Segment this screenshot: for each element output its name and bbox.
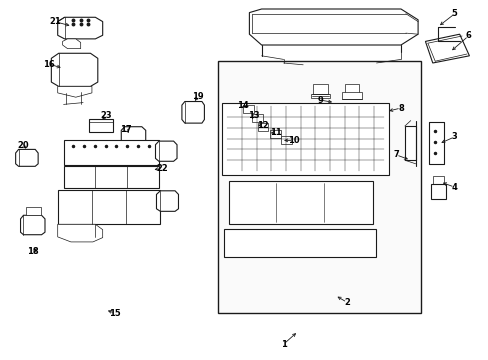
Text: 17: 17 (120, 125, 132, 134)
Text: 14: 14 (237, 100, 248, 109)
Bar (222, 103, 388, 175)
Text: 15: 15 (109, 309, 121, 318)
Polygon shape (312, 84, 327, 94)
Text: 6: 6 (465, 31, 470, 40)
Text: 7: 7 (392, 150, 398, 159)
Bar (404, 126, 415, 160)
Bar (63, 166, 159, 188)
Text: 10: 10 (287, 136, 299, 145)
Bar (89, 119, 113, 132)
Text: 3: 3 (451, 132, 457, 141)
Text: 19: 19 (192, 92, 203, 101)
Bar (26, 207, 41, 215)
Text: 2: 2 (344, 298, 349, 307)
Text: 8: 8 (397, 104, 403, 112)
Bar (251, 114, 262, 122)
Bar (228, 181, 372, 224)
Text: 18: 18 (27, 248, 39, 256)
Polygon shape (58, 86, 92, 97)
Text: 5: 5 (451, 9, 457, 18)
Polygon shape (432, 176, 443, 184)
Text: 21: 21 (49, 17, 61, 26)
Text: 20: 20 (18, 141, 29, 150)
Bar (217, 61, 420, 313)
Bar (63, 140, 159, 165)
Polygon shape (16, 149, 38, 166)
Polygon shape (156, 191, 178, 211)
Bar (243, 105, 253, 113)
Polygon shape (249, 9, 417, 45)
Bar (310, 94, 329, 98)
Text: 23: 23 (101, 111, 112, 120)
Text: 13: 13 (248, 112, 260, 120)
Text: 22: 22 (156, 164, 168, 173)
Bar (269, 130, 280, 138)
Text: 4: 4 (451, 183, 457, 192)
Polygon shape (121, 127, 145, 150)
Polygon shape (344, 84, 359, 94)
Bar (224, 229, 375, 257)
Text: 9: 9 (317, 95, 323, 104)
Polygon shape (425, 34, 468, 63)
Text: 1: 1 (280, 340, 286, 348)
Polygon shape (51, 53, 98, 86)
Bar (257, 123, 268, 131)
Polygon shape (182, 102, 204, 123)
Text: 11: 11 (270, 128, 282, 137)
Bar (430, 184, 445, 199)
Bar (428, 122, 443, 164)
Text: 16: 16 (43, 59, 55, 68)
Polygon shape (62, 39, 81, 49)
Polygon shape (20, 215, 45, 235)
Polygon shape (58, 17, 102, 39)
Polygon shape (155, 141, 177, 161)
Text: 12: 12 (257, 121, 268, 130)
Bar (342, 92, 361, 99)
Bar (281, 136, 291, 144)
Polygon shape (58, 224, 102, 242)
Bar (58, 190, 160, 224)
